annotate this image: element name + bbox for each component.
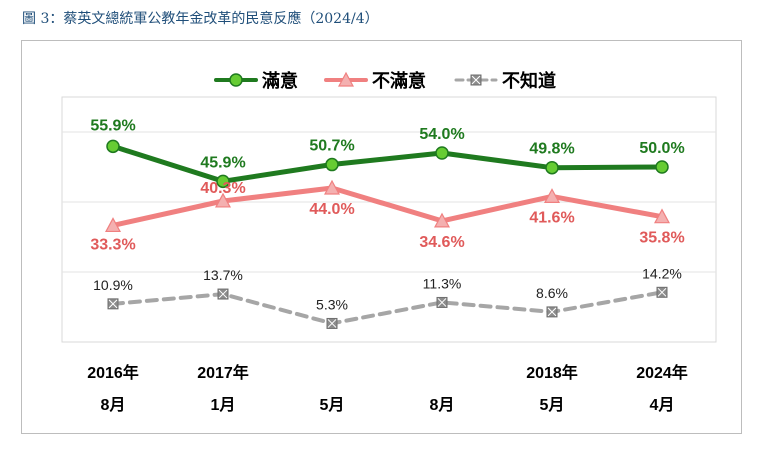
series-line-3 (111, 290, 664, 326)
data-point-cross (327, 319, 337, 328)
data-point (325, 157, 339, 172)
series-line-2 (110, 185, 665, 228)
legend-label: 滿意 (262, 70, 298, 91)
series-line-1 (110, 143, 665, 184)
x-tick-label-month: 8月 (101, 396, 126, 414)
data-label: 55.9% (90, 117, 135, 134)
data-label: 50.7% (309, 138, 354, 155)
data-label: 50.0% (639, 140, 684, 157)
data-point (323, 179, 341, 195)
data-label: 10.9% (93, 277, 133, 293)
data-point (104, 217, 122, 233)
x-tick-label-year: 2017年 (197, 363, 249, 382)
data-label: 45.9% (200, 154, 245, 171)
data-point (653, 208, 671, 224)
data-label: 41.6% (529, 209, 574, 226)
data-label: 14.2% (642, 265, 682, 281)
data-point (435, 146, 449, 160)
data-label: 34.6% (419, 234, 464, 251)
data-point-cross (437, 298, 447, 307)
data-point (106, 139, 120, 154)
data-point-cross (547, 307, 557, 317)
legend-marker (337, 71, 355, 87)
data-point (216, 174, 230, 189)
data-label: 40.3% (200, 180, 245, 197)
x-tick-label-year: 2016年 (87, 363, 139, 382)
data-point-cross (657, 287, 667, 297)
data-label: 44.0% (309, 201, 354, 218)
data-label: 35.8% (639, 230, 684, 247)
legend-label: 不滿意 (372, 70, 426, 91)
data-point (545, 160, 559, 175)
data-label: 13.7% (203, 267, 243, 283)
x-tick-label-month: 8月 (430, 396, 455, 414)
data-label: 49.8% (529, 141, 574, 158)
data-point-cross (108, 299, 118, 309)
data-point (214, 192, 232, 208)
x-tick-label-year: 2018年 (526, 363, 578, 382)
x-tick-label-month: 5月 (320, 396, 345, 414)
plot-area-border (61, 96, 717, 343)
data-label: 11.3% (423, 275, 462, 291)
x-tick-label-month: 4月 (650, 396, 675, 414)
data-label: 54.0% (419, 126, 464, 143)
x-tick-label-month: 5月 (540, 396, 565, 414)
data-label: 33.3% (90, 236, 135, 253)
data-label: 8.6% (536, 285, 568, 301)
data-point-cross (218, 289, 228, 299)
data-point (543, 188, 561, 203)
data-point (655, 160, 669, 174)
x-tick-label-month: 1月 (211, 396, 236, 414)
chart-frame (21, 40, 742, 434)
data-point (433, 212, 451, 228)
x-tick-label-year: 2024年 (636, 363, 688, 382)
legend-marker-cross (471, 75, 481, 85)
data-label: 5.3% (316, 296, 348, 312)
figure-caption: 圖 3：蔡英文總統軍公教年金改革的民意反應（2024/4） (22, 11, 379, 27)
legend-marker (229, 73, 243, 87)
legend-label: 不知道 (502, 70, 556, 91)
